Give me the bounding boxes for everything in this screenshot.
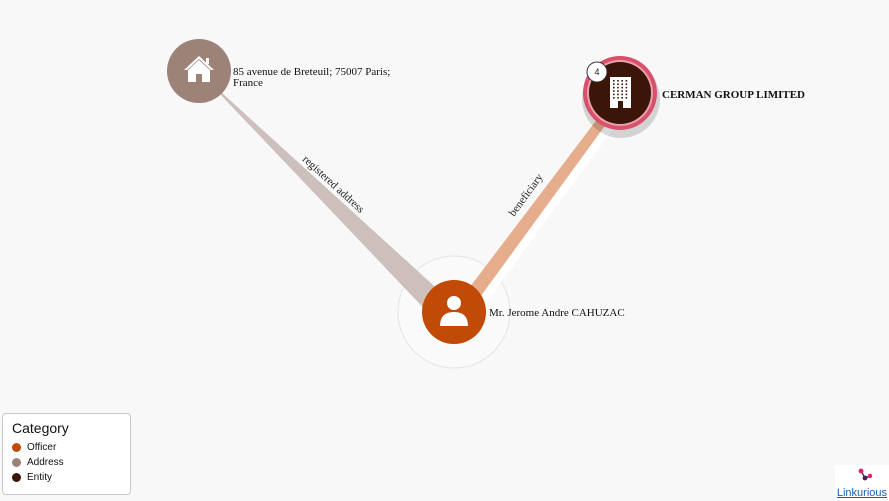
building-window (617, 80, 619, 82)
legend-label-officer: Officer (27, 442, 57, 453)
building-window (617, 83, 619, 85)
legend-dot-officer (12, 443, 21, 452)
building-window (625, 90, 628, 92)
legend-title: Category (12, 420, 69, 436)
category-legend: Category Officer Address Entity (2, 413, 131, 495)
home-icon (184, 56, 214, 82)
address-label-line1: 85 avenue de Breteuil; 75007 Paris; (233, 66, 390, 78)
svg-text:4: 4 (594, 67, 599, 77)
building-window (613, 90, 615, 92)
building-window (613, 80, 615, 82)
linkurious-link[interactable]: Linkurious (836, 487, 887, 499)
legend-dot-entity (12, 473, 21, 482)
legend-item-address: Address (12, 455, 121, 470)
edge-registered-address[interactable] (199, 72, 455, 320)
address-node[interactable] (167, 39, 231, 103)
building-window (613, 93, 615, 96)
legend-item-entity: Entity (12, 470, 121, 485)
building-window (625, 83, 628, 85)
person-icon (440, 296, 468, 326)
building-window (617, 93, 619, 96)
entity-badge: 4 (586, 61, 608, 83)
building-window (621, 97, 623, 99)
building-window (625, 93, 628, 96)
legend-dot-address (12, 458, 21, 467)
building-window (621, 90, 623, 92)
brand-badge: Linkurious (835, 465, 889, 501)
building-window (621, 93, 623, 96)
building-window (625, 97, 628, 99)
address-label-line2: France (233, 77, 263, 89)
building-window (621, 83, 623, 85)
legend-label-entity: Entity (27, 472, 53, 483)
building-window (617, 97, 619, 99)
building-window (617, 86, 619, 89)
building-window (617, 90, 619, 92)
officer-label: Mr. Jerome Andre CAHUZAC (489, 307, 625, 319)
building-icon (610, 77, 631, 108)
linkurious-logo-icon (858, 468, 873, 481)
edge-beneficiary[interactable] (463, 97, 623, 304)
legend-label-address: Address (27, 457, 64, 468)
building-window (613, 83, 615, 85)
legend-item-officer: Officer (12, 440, 121, 455)
building-window (621, 86, 623, 89)
entity-label: CERMAN GROUP LIMITED (662, 89, 805, 101)
officer-node[interactable] (422, 280, 486, 344)
building-window (613, 97, 615, 99)
building-window (625, 86, 628, 89)
building-window (625, 80, 628, 82)
building-window (621, 80, 623, 82)
building-window (613, 86, 615, 89)
